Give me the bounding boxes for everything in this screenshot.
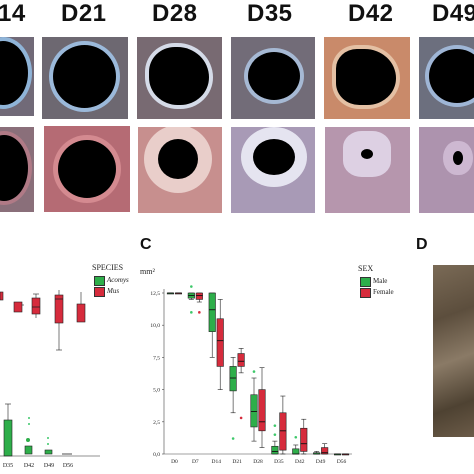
panel-c-legend-title: SEX	[358, 264, 374, 273]
day-label-d49: D49	[432, 0, 474, 27]
wound-photo-acomys-d21	[42, 37, 128, 119]
panel-c-letter: C	[140, 236, 152, 253]
panel-c-outlier	[252, 370, 256, 373]
panel-c-legend-swatch-female	[360, 288, 371, 298]
panel-c-xtick-label: D49	[316, 459, 326, 465]
panel-c-xtick-label: D28	[253, 459, 263, 465]
panel-c-box	[208, 292, 216, 332]
panel-c-box	[279, 412, 287, 451]
day-label-d35: D35	[247, 0, 293, 27]
panel-d-letter: D	[416, 236, 428, 253]
panel-c-box	[250, 394, 258, 428]
panel-c-xtick-label: D14	[211, 459, 221, 465]
panel-c-ytick-label: 2,5	[153, 420, 160, 426]
panel-c-xtick-label: D7	[192, 459, 199, 465]
wound-photo-acomys-d14	[0, 37, 34, 116]
panel-c-ytick-label: 10,0	[150, 323, 160, 329]
panel-c-legend-label-female: Female	[373, 288, 394, 296]
panel-b-legend-swatch-acomys	[94, 276, 105, 286]
panel-c-outlier	[198, 311, 201, 314]
wound-photo-mus-d21	[44, 126, 130, 212]
panel-c-box	[321, 447, 329, 455]
day-label-d28: D28	[152, 0, 198, 27]
panel-c-xtick-label: D0	[171, 459, 178, 465]
panel-c-box	[292, 448, 300, 455]
panel-b-xtick: D49	[44, 463, 54, 469]
wound-photo-mus-d42	[325, 127, 410, 213]
panel-b-boxes	[0, 290, 100, 457]
panel-c-outlier	[273, 424, 277, 427]
panel-c-box	[216, 318, 224, 367]
panel-b-legend-label-mus: Mus	[107, 287, 120, 295]
panel-c-xtick-label: D21	[232, 459, 242, 465]
panel-c-ytick-label: 5,0	[153, 388, 160, 394]
panel-b-chart: D35 D42 D49 D56	[0, 290, 100, 469]
panel-c-box	[229, 366, 237, 392]
wound-photo-mus-d35	[231, 127, 315, 213]
panel-c-outlier	[190, 311, 193, 314]
wound-photo-acomys-d35	[231, 37, 315, 119]
panel-b-legend-swatch-mus	[94, 287, 105, 297]
wound-photo-mus-d28	[138, 127, 222, 213]
panel-c-box	[195, 292, 203, 300]
panel-b-xtick: D35	[3, 463, 13, 469]
panel-c-ytick-label: 0,0	[153, 452, 160, 458]
wound-photo-mus-d14	[0, 127, 34, 212]
panel-c-outlier	[190, 285, 193, 288]
panel-c-box	[300, 427, 308, 452]
panel-c-xtick-label: D42	[295, 459, 305, 465]
panel-c-outlier	[294, 435, 298, 439]
panel-b-xtick: D56	[63, 463, 73, 469]
panel-c-box	[271, 445, 279, 455]
panel-b-xtick: D42	[24, 463, 34, 469]
panel-c-outlier	[273, 433, 277, 436]
panel-c-chart: mm² 0,0 2,5 5,0 7,5 10,0 12,5 D0 D7 D14 D21 D28 D35 D…	[140, 267, 352, 465]
panel-d-photo	[433, 265, 474, 437]
wound-photo-mus-d49	[419, 127, 474, 213]
wound-photo-acomys-d49	[419, 37, 474, 119]
wound-photo-acomys-d28	[137, 37, 222, 119]
panel-c-box	[258, 389, 266, 432]
panel-c-box	[237, 353, 245, 367]
wound-photo-acomys-d42	[324, 37, 410, 119]
panel-c-outlier	[231, 437, 235, 440]
panel-c-outlier	[239, 416, 243, 420]
panel-c-xtick-label: D35	[274, 459, 284, 465]
day-label-14: 14	[0, 0, 26, 27]
panel-b-legend-title: SPECIES	[92, 263, 124, 272]
panel-c-ytick-label: 12,5	[150, 291, 160, 297]
panel-c-legend-label-male: Male	[373, 277, 388, 285]
day-label-d42: D42	[348, 0, 394, 27]
panel-c-ylabel: mm²	[140, 267, 155, 276]
panel-c-ytick-label: 7,5	[153, 355, 160, 361]
panel-c-legend-swatch-male	[360, 277, 371, 287]
panel-b-legend-label-acomys: Acomys	[107, 276, 129, 284]
day-label-d21: D21	[61, 0, 107, 27]
panel-c-xtick-label: D56	[337, 459, 347, 465]
